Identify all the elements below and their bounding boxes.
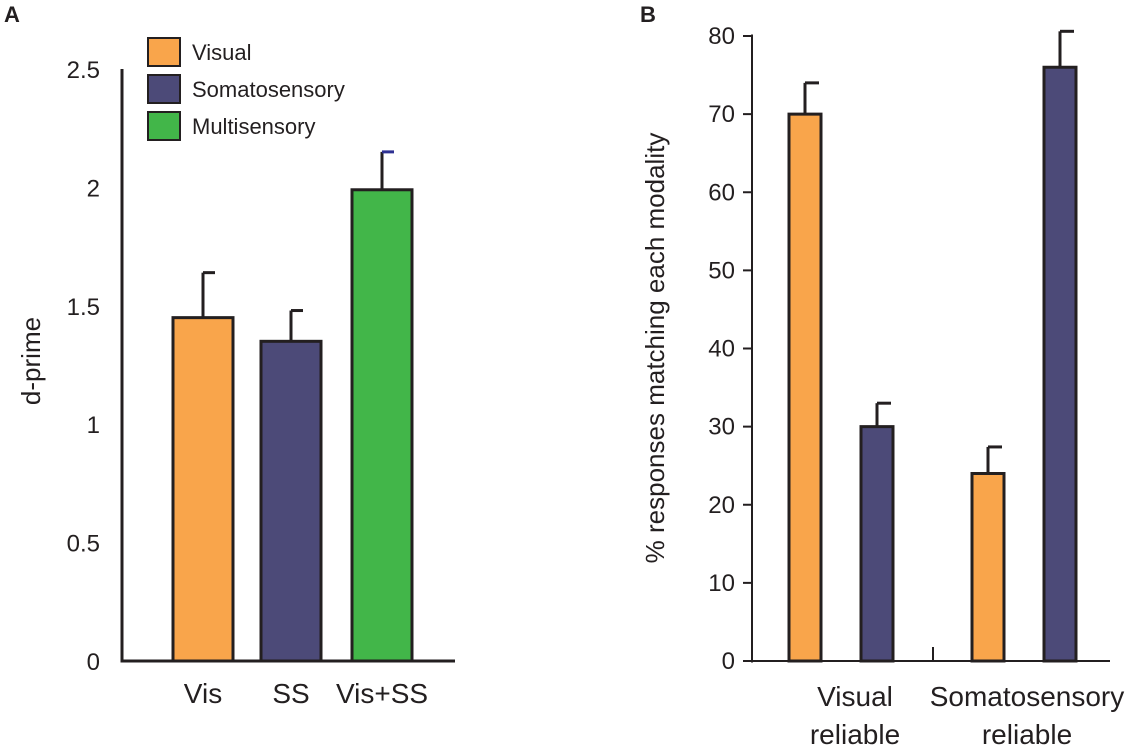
panel-a-legend-label: Visual bbox=[192, 40, 252, 65]
panel-b-ytick-label: 80 bbox=[708, 23, 735, 50]
panel-a-letter: A bbox=[4, 2, 20, 27]
panel-a-category-label: SS bbox=[272, 678, 309, 709]
panel-b-bars: Visual reliable Somatosensory reliable bbox=[787, 29, 1125, 749]
panel-a-ytick-label: 0 bbox=[87, 649, 100, 676]
panel-b-group-label: reliable bbox=[982, 719, 1072, 749]
panel-a-category-label: Vis+SS bbox=[336, 678, 428, 709]
panel-b-ytick-label: 0 bbox=[722, 648, 735, 675]
panel-a-bars: Vis SS Vis+SS bbox=[171, 150, 428, 709]
panel-b-ytick-label: 40 bbox=[708, 336, 735, 363]
panel-b-ytick-label: 10 bbox=[708, 570, 735, 597]
panel-a-legend-swatch bbox=[147, 111, 181, 141]
panel-b-ytick-label: 20 bbox=[708, 492, 735, 519]
panel-a-ylabel: d-prime bbox=[16, 317, 46, 405]
panel-b-bar bbox=[859, 425, 895, 663]
panel-b: B % responses matching each modality 0 10… bbox=[640, 2, 1124, 749]
panel-a-legend-swatch bbox=[147, 37, 181, 67]
panel-a-ytick-label: 0.5 bbox=[67, 531, 100, 558]
panel-a-ytick-label: 1 bbox=[87, 412, 100, 439]
panel-b-group-label: Visual bbox=[817, 681, 893, 712]
panel-b-axes: 0 10 20 30 40 50 60 70 80 bbox=[708, 23, 1110, 675]
panel-b-ytick-label: 60 bbox=[708, 179, 735, 206]
panel-a: A d-prime 0 0.5 1 1.5 2 2.5 Vis SS Vis+SS Visua… bbox=[4, 2, 455, 709]
panel-b-ytick-label: 50 bbox=[708, 257, 735, 284]
panel-b-ylabel: % responses matching each modality bbox=[640, 133, 670, 564]
panel-b-ytick-label: 70 bbox=[708, 101, 735, 128]
panel-a-legend-label: Multisensory bbox=[192, 114, 315, 139]
panel-a-ytick-label: 2.5 bbox=[67, 57, 100, 84]
panel-b-group-label: reliable bbox=[810, 719, 900, 749]
panel-a-legend-swatch bbox=[147, 74, 181, 104]
panel-b-bar bbox=[787, 112, 823, 663]
panel-a-legend-label: Somatosensory bbox=[192, 77, 345, 102]
panel-b-bar bbox=[970, 472, 1006, 663]
panel-b-ytick-label: 30 bbox=[708, 414, 735, 441]
panel-b-group-label: Somatosensory bbox=[930, 681, 1125, 712]
panel-a-bar bbox=[259, 339, 323, 663]
panel-a-bar bbox=[171, 316, 235, 663]
panel-b-bar bbox=[1042, 65, 1078, 663]
panel-a-legend: Visual Somatosensory Multisensory bbox=[147, 37, 345, 141]
panel-a-ytick-label: 1.5 bbox=[67, 294, 100, 321]
panel-a-category-label: Vis bbox=[184, 678, 222, 709]
panel-b-letter: B bbox=[640, 2, 656, 27]
panel-a-ytick-label: 2 bbox=[87, 175, 100, 202]
panel-a-bar bbox=[350, 188, 414, 663]
